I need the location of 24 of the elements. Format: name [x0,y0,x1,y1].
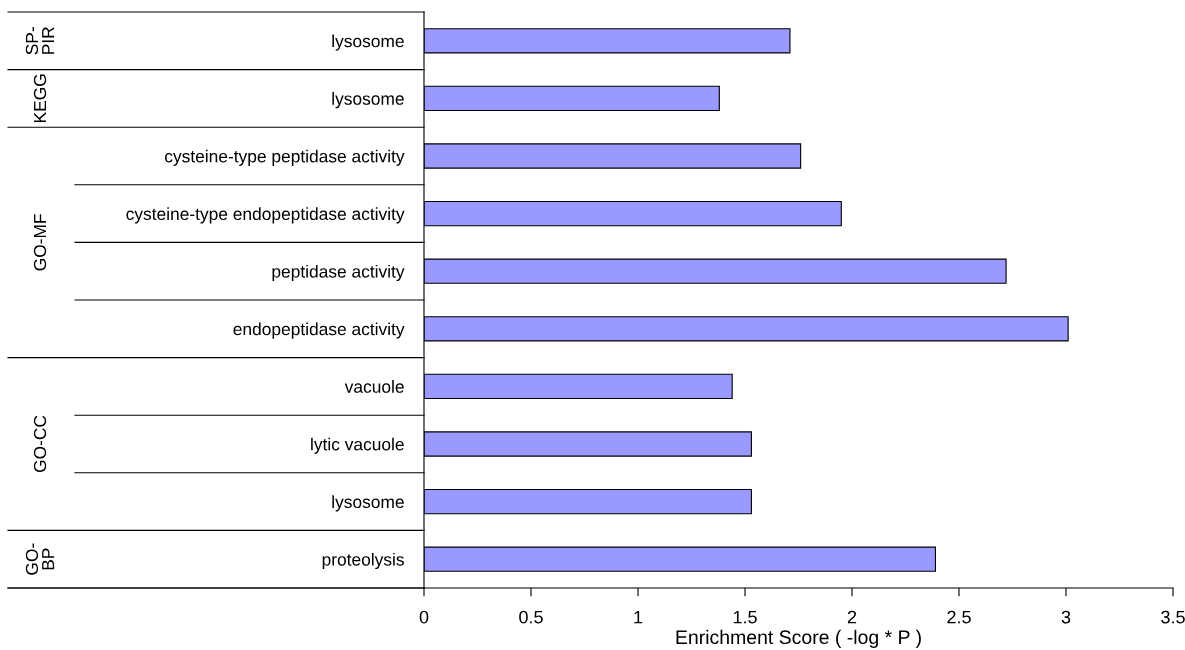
text: SP- PIR [25,27,55,55]
x-tick-label: 3 [1061,610,1071,624]
y-tick-label: peptidase activity [272,264,405,282]
x-tick-label: 3.5 [1161,610,1185,624]
y-tick-label: cysteine-type peptidase activity [165,149,405,166]
y-tick-label: lysosome [332,34,404,51]
x-tick-label: 0.5 [519,610,543,624]
x-tick-label: 2.5 [947,610,971,624]
y-tick-label: lysosome [332,495,404,512]
y-tick-label: vacuole [344,380,404,393]
x-tick-label: 0 [419,610,429,624]
y-tick-label: endopeptidase activity [233,322,405,339]
text: GO- BP [25,543,55,575]
text: KEGG [33,74,47,123]
x-axis-title: Enrichment Score ( -log * P ) [676,629,921,648]
y-tick-label: proteolysis [322,552,404,570]
y-tick-label: cysteine-type endopeptidase activity [126,207,405,224]
text: GO-CC [33,415,47,473]
text: GO-MF [33,214,47,271]
y-tick-label: lytic vacuole [311,437,404,454]
x-tick-label: 1 [634,610,643,624]
x-tick-label: 1.5 [733,610,757,624]
y-tick-label: lysosome [332,92,404,109]
x-tick-label: 2 [847,610,857,624]
